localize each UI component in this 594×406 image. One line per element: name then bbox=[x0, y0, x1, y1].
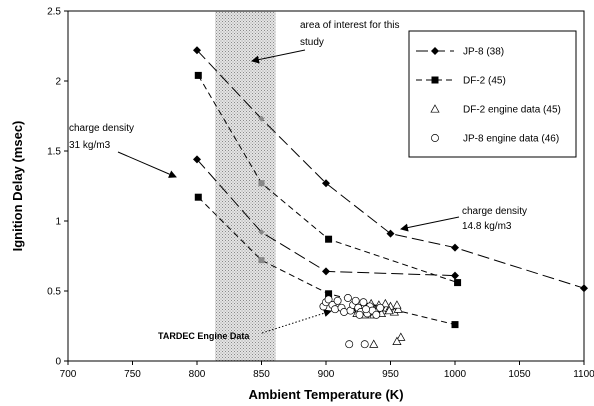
x-tick-label: 800 bbox=[189, 369, 206, 380]
data-point bbox=[451, 321, 459, 329]
data-point bbox=[372, 310, 381, 319]
legend-label: JP-8 engine data (46) bbox=[463, 134, 559, 145]
x-axis-title: Ambient Temperature (K) bbox=[248, 387, 403, 402]
data-point bbox=[345, 340, 354, 349]
x-tick-label: 1100 bbox=[573, 369, 594, 380]
series-line bbox=[197, 75, 458, 284]
series-4 bbox=[319, 294, 385, 349]
annotation-area-of-interest: area of interest for this bbox=[300, 20, 400, 31]
legend-marker bbox=[431, 76, 439, 84]
data-point bbox=[380, 298, 390, 308]
data-point bbox=[384, 305, 394, 315]
x-tick-label: 850 bbox=[253, 369, 270, 380]
annotation-tardec: TARDEC Engine Data bbox=[158, 331, 250, 341]
series-line bbox=[196, 49, 585, 289]
shaded-band bbox=[215, 11, 276, 361]
annotation-charge-density-14: charge density bbox=[462, 206, 527, 217]
data-point bbox=[343, 294, 352, 302]
data-point bbox=[386, 229, 395, 238]
annotation-charge-density-14: 14.8 kg/m3 bbox=[462, 221, 512, 232]
data-point bbox=[322, 179, 330, 188]
annotation-arrow bbox=[400, 216, 460, 232]
y-tick-label: 0.5 bbox=[47, 287, 61, 298]
annotations: area of interest for this study charge den… bbox=[69, 20, 527, 341]
data-point bbox=[322, 267, 330, 276]
series-1 bbox=[193, 46, 588, 293]
legend-entry: JP-8 engine data (46) bbox=[431, 134, 559, 145]
data-point bbox=[393, 304, 403, 313]
x-tick-label: 700 bbox=[60, 369, 77, 380]
data-point bbox=[258, 229, 265, 236]
data-point bbox=[451, 271, 459, 280]
axes: 700 750 800 850 900 950 1000 1050 1100 0 0.5 1 1.5 2 2… bbox=[10, 7, 594, 403]
data-point bbox=[194, 193, 202, 201]
data-point bbox=[258, 180, 265, 187]
data-point bbox=[580, 284, 588, 293]
y-tick-label: 2 bbox=[55, 77, 61, 88]
annotation-charge-density-31: charge density bbox=[69, 123, 134, 134]
data-point bbox=[396, 332, 406, 341]
y-tick-label: 0 bbox=[55, 357, 61, 368]
legend-marker bbox=[431, 134, 439, 142]
data-point bbox=[454, 279, 462, 287]
legend-entry: JP-8 (38) bbox=[416, 47, 504, 58]
data-point bbox=[340, 308, 349, 316]
data-point bbox=[359, 298, 368, 307]
annotation-area-of-interest: study bbox=[300, 37, 324, 48]
x-tick-label: 950 bbox=[382, 369, 399, 380]
y-tick-label: 1.5 bbox=[47, 147, 61, 158]
legend-marker bbox=[430, 104, 440, 113]
data-point bbox=[324, 295, 333, 304]
y-tick-label: 1 bbox=[55, 217, 61, 228]
x-tick-label: 750 bbox=[124, 369, 141, 380]
data-point bbox=[392, 300, 402, 309]
legend-label: DF-2 (45) bbox=[463, 76, 506, 87]
data-point bbox=[331, 305, 339, 314]
data-point bbox=[451, 243, 459, 252]
data-series bbox=[193, 46, 588, 349]
legend-entry: DF-2 (45) bbox=[416, 76, 506, 87]
data-point bbox=[392, 336, 402, 345]
annotation-charge-density-31: 31 kg/m3 bbox=[69, 140, 111, 151]
data-point bbox=[258, 115, 265, 122]
data-point bbox=[362, 305, 370, 314]
y-tick-label: 2.5 bbox=[47, 7, 61, 18]
legend-label: JP-8 (38) bbox=[463, 47, 504, 58]
data-point bbox=[193, 46, 201, 55]
y-axis-title: Ignition Delay (msec) bbox=[10, 121, 25, 252]
data-point bbox=[333, 296, 342, 305]
data-point bbox=[369, 339, 379, 348]
x-tick-label: 1050 bbox=[508, 369, 531, 380]
annotation-arrow bbox=[261, 309, 332, 334]
x-tick-label: 900 bbox=[318, 369, 335, 380]
legend: JP-8 (38) DF-2 (45) DF-2 engine data (45) J… bbox=[408, 30, 577, 158]
series-line bbox=[197, 196, 456, 326]
data-point bbox=[351, 296, 360, 305]
annotation-arrow bbox=[117, 151, 177, 178]
legend-marker bbox=[431, 47, 439, 55]
annotation-arrow bbox=[251, 49, 306, 64]
x-tick-label: 1000 bbox=[444, 369, 467, 380]
data-point bbox=[194, 71, 202, 79]
area-of-interest-region bbox=[215, 11, 276, 361]
legend-entry: DF-2 engine data (45) bbox=[430, 104, 561, 116]
data-point bbox=[376, 303, 385, 312]
data-point bbox=[325, 235, 333, 243]
data-point bbox=[193, 155, 201, 164]
series-2 bbox=[194, 71, 462, 329]
data-point bbox=[360, 340, 369, 349]
legend-label: DF-2 engine data (45) bbox=[463, 105, 561, 116]
data-point bbox=[355, 310, 364, 319]
data-point bbox=[258, 257, 265, 264]
data-point bbox=[325, 290, 333, 298]
